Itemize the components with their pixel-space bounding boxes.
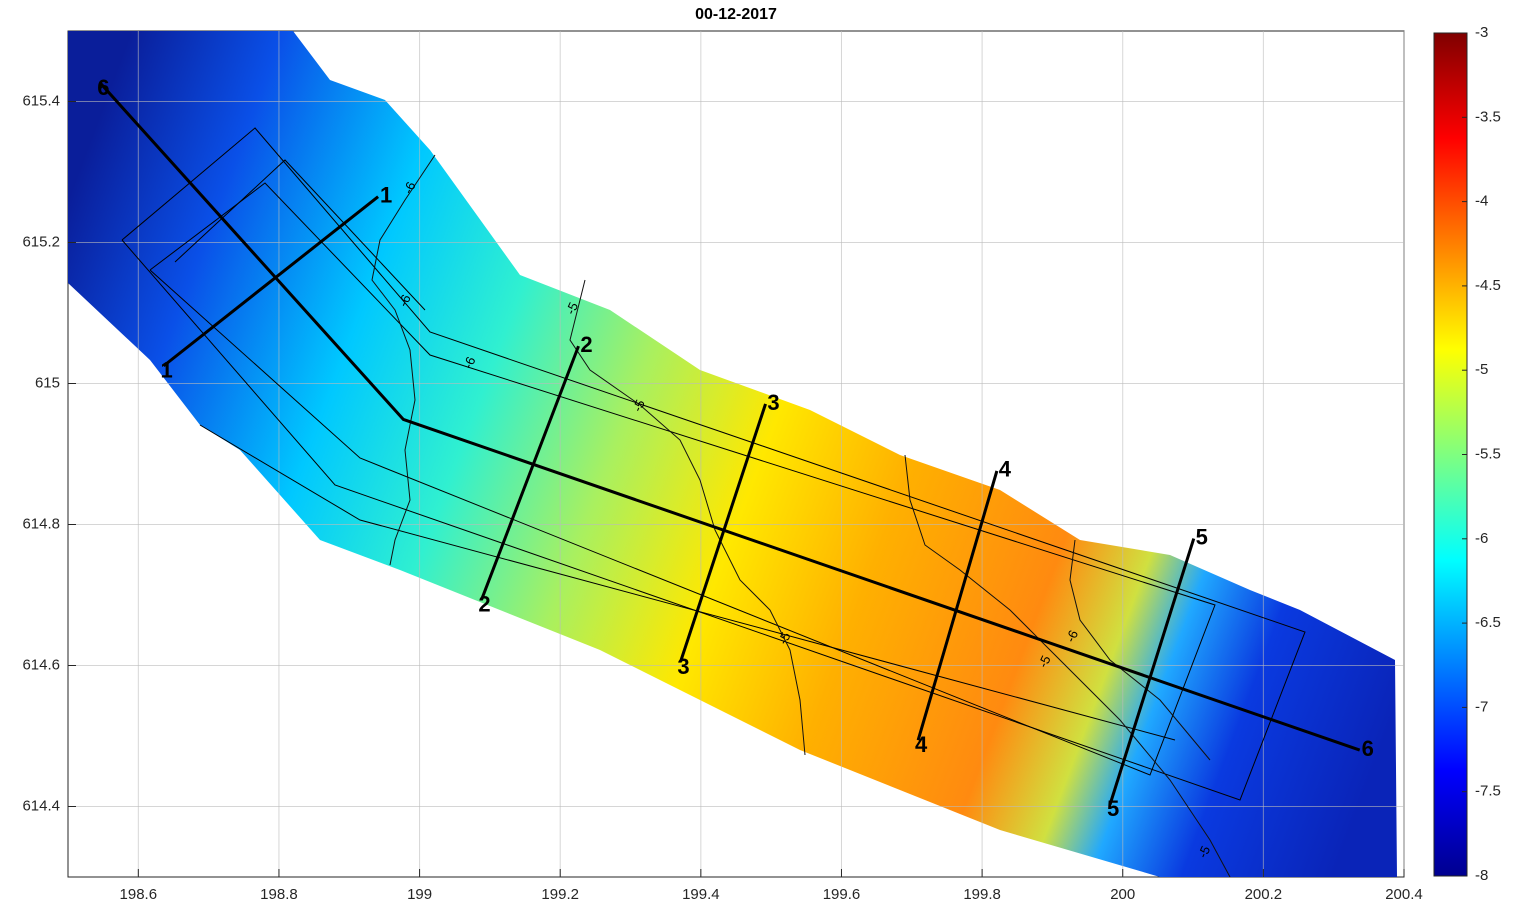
y-tick-label: 615.2 xyxy=(22,233,60,250)
y-tick-label: 615.4 xyxy=(22,92,60,109)
profile-line xyxy=(679,403,767,663)
contour-label: -6 xyxy=(400,179,418,196)
colorbar-tick-label: -7.5 xyxy=(1475,783,1501,800)
profile-label: 2 xyxy=(478,592,490,617)
colorbar-tick-label: -6.5 xyxy=(1475,614,1501,631)
survey-outlines xyxy=(121,127,1306,801)
profile-label: 5 xyxy=(1196,524,1208,549)
profile-label: 5 xyxy=(1107,796,1119,821)
y-tick-label: 614.6 xyxy=(22,656,60,673)
contour-label: -5 xyxy=(1035,653,1053,670)
profile-line xyxy=(1108,538,1196,805)
colorbar-tick-label: -8 xyxy=(1475,867,1488,884)
chart-title: 00-12-2017 xyxy=(695,6,777,23)
x-tick-label: 199.4 xyxy=(682,886,720,903)
profile-label: 6 xyxy=(1362,736,1374,761)
contour-label: -6 xyxy=(395,292,413,309)
profile-label: 3 xyxy=(677,654,689,679)
contour-label: -6 xyxy=(1063,628,1081,645)
profile-line xyxy=(162,195,380,368)
profile-label: 6 xyxy=(97,75,109,100)
y-tick-label: 614.4 xyxy=(22,797,60,814)
profile-label: 1 xyxy=(380,182,392,207)
x-tick-label: 199 xyxy=(407,886,432,903)
contour-lines xyxy=(371,154,1231,878)
profile-label: 4 xyxy=(915,732,928,757)
contour-label: -5 xyxy=(1195,843,1213,860)
colorbar xyxy=(1433,32,1468,877)
contour-label: -5 xyxy=(629,397,647,414)
colorbar-tick-label: -6 xyxy=(1475,530,1488,547)
x-tick-label: 199.8 xyxy=(963,886,1001,903)
profile-label: 2 xyxy=(580,332,592,357)
x-tick-label: 198.6 xyxy=(120,886,158,903)
contour-label: -5 xyxy=(563,300,581,317)
y-tick-label: 615 xyxy=(35,374,60,391)
x-tick-label: 200.2 xyxy=(1245,886,1283,903)
contour-label: -5 xyxy=(775,630,793,647)
profile-line xyxy=(99,82,1361,752)
profile-label: 1 xyxy=(161,358,173,383)
contour-label: -6 xyxy=(460,354,478,371)
colorbar-tick-label: -7 xyxy=(1475,698,1488,715)
profile-label: 4 xyxy=(999,457,1012,482)
profile-label: 3 xyxy=(767,390,779,415)
colorbar-tick-label: -3.5 xyxy=(1475,108,1501,125)
profile-line xyxy=(916,470,999,741)
colorbar-tick-label: -5 xyxy=(1475,361,1488,378)
x-tick-label: 198.8 xyxy=(260,886,298,903)
profile-line xyxy=(480,345,580,601)
x-tick-label: 200 xyxy=(1110,886,1135,903)
grid xyxy=(68,31,1405,877)
y-tick-label: 614.8 xyxy=(22,515,60,532)
colorbar-tick-label: -3 xyxy=(1475,24,1488,41)
colorbar-tick-label: -5.5 xyxy=(1475,445,1501,462)
colorbar-tick-label: -4.5 xyxy=(1475,277,1501,294)
x-tick-label: 199.2 xyxy=(541,886,579,903)
x-tick-label: 200.4 xyxy=(1385,886,1423,903)
colorbar-tick-label: -4 xyxy=(1475,193,1488,210)
x-tick-label: 199.6 xyxy=(823,886,861,903)
